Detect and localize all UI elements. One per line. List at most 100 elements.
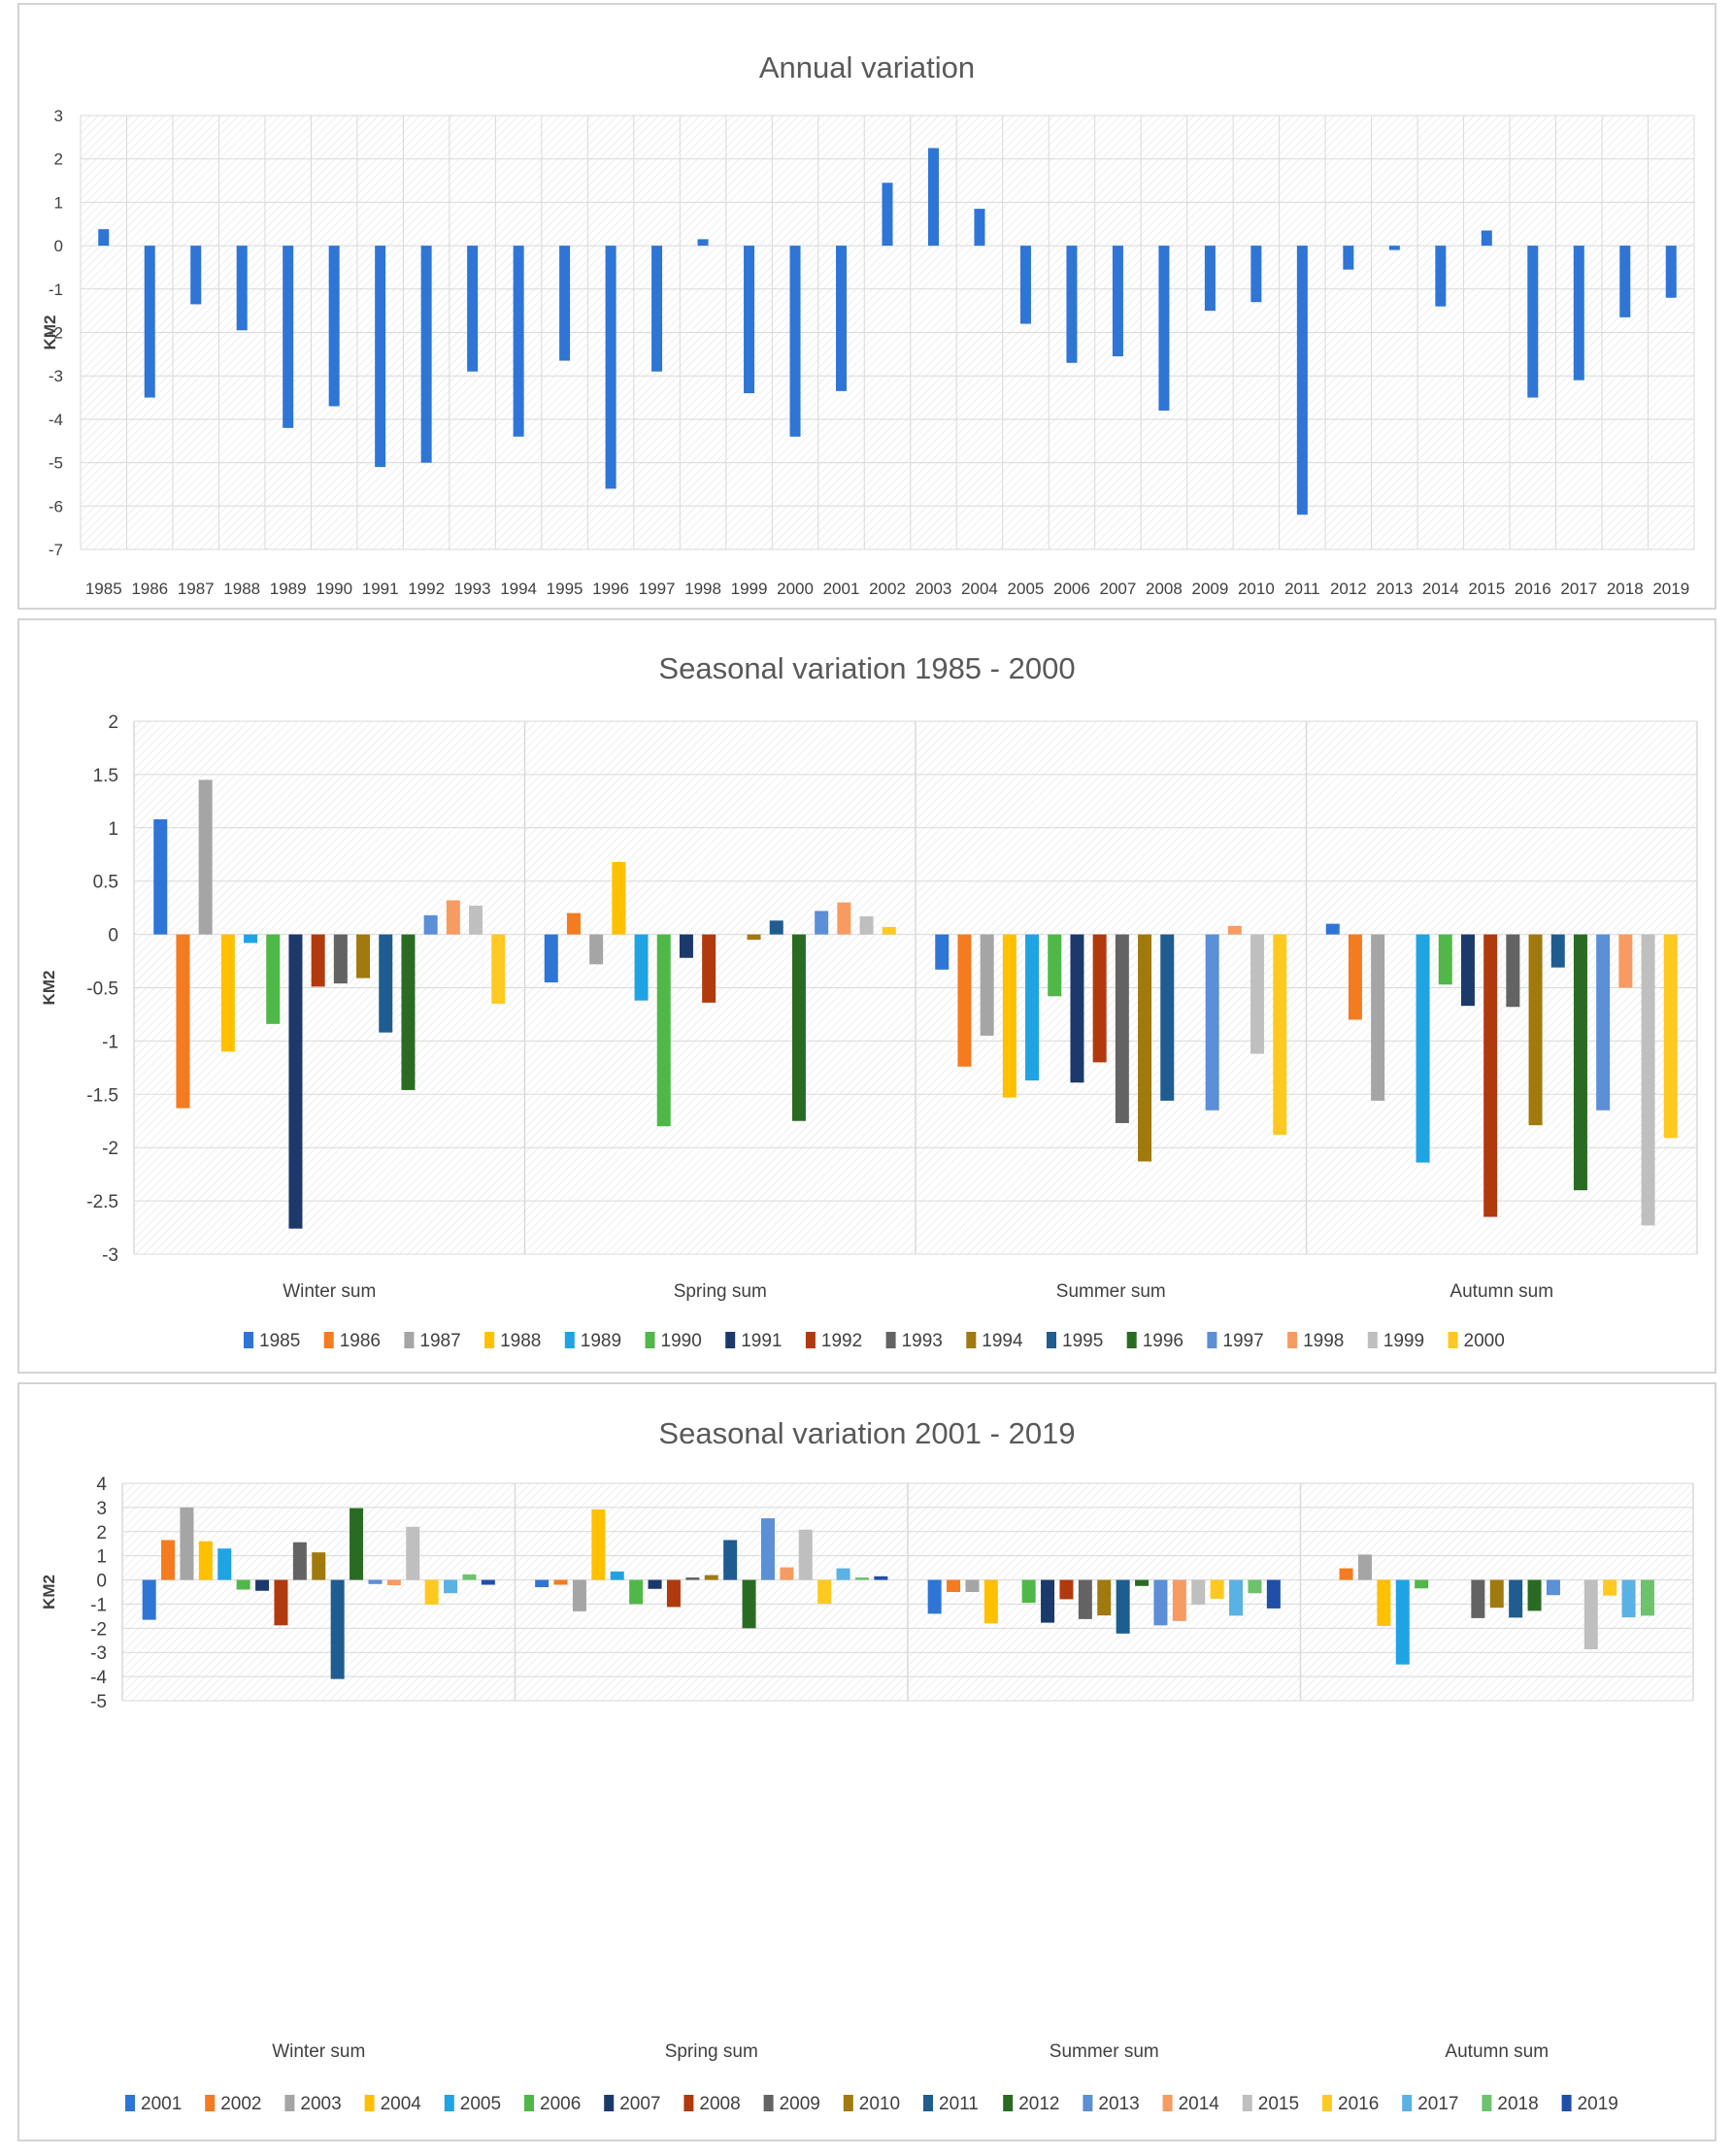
bar-winter-sum-2014 — [386, 1579, 401, 1586]
bar-winter-sum-1987 — [198, 779, 213, 935]
legend-label-2019: 2019 — [1578, 2094, 1618, 2114]
x-tick-label: 2000 — [777, 580, 814, 598]
bar-summer-sum-2013 — [1153, 1579, 1168, 1626]
legend-swatch-2010 — [843, 2095, 853, 2111]
x-tick-label: 2008 — [1146, 580, 1183, 598]
legend-label-2005: 2005 — [460, 2094, 501, 2114]
x-tick-label: 2017 — [1560, 580, 1597, 598]
bar-summer-sum-1993 — [1115, 934, 1129, 1123]
bar-spring-sum-2013 — [760, 1518, 775, 1580]
bar-spring-sum-2008 — [666, 1579, 681, 1608]
bar-summer-sum-1989 — [1025, 934, 1040, 1081]
bar-spring-sum-1998 — [837, 902, 851, 935]
x-tick-label: 1985 — [85, 580, 122, 598]
bar-winter-sum-1997 — [423, 914, 438, 935]
bar-autumn-sum-1994 — [1528, 934, 1543, 1126]
bar-2013 — [1388, 246, 1400, 250]
bar-winter-sum-2000 — [491, 934, 506, 1004]
bar-summer-sum-2019 — [1266, 1579, 1281, 1609]
legend-label-1987: 1987 — [419, 1331, 460, 1351]
category-label: Summer sum — [1050, 2041, 1159, 2062]
bar-summer-sum-1999 — [1250, 934, 1265, 1054]
y-tick-label: -2 — [49, 324, 63, 343]
bar-summer-sum-2009 — [1078, 1579, 1092, 1619]
bar-autumn-sum-2005 — [1395, 1579, 1410, 1665]
x-tick-label: 2004 — [961, 580, 998, 598]
x-tick-label: 2006 — [1053, 580, 1090, 598]
bar-winter-sum-2016 — [424, 1579, 439, 1605]
bar-winter-sum-1990 — [266, 934, 281, 1024]
x-tick-label: 2007 — [1100, 580, 1137, 598]
bar-autumn-sum-2011 — [1509, 1579, 1523, 1618]
x-tick-label: 2002 — [869, 580, 906, 598]
y-tick-label: 3 — [96, 1499, 107, 1519]
bar-spring-sum-1997 — [815, 911, 829, 935]
category-label: Spring sum — [674, 1281, 767, 1302]
legend-swatch-1999 — [1367, 1332, 1378, 1348]
x-tick-label: 2016 — [1515, 580, 1551, 598]
legend-swatch-2015 — [1242, 2095, 1252, 2111]
bar-spring-sum-2010 — [704, 1575, 718, 1580]
legend-swatch-1987 — [404, 1332, 415, 1348]
y-tick-label: 2 — [96, 1523, 107, 1543]
legend-label-2016: 2016 — [1338, 2094, 1379, 2114]
bar-spring-sum-2002 — [553, 1579, 568, 1585]
bar-winter-sum-1986 — [176, 934, 190, 1109]
y-tick-label: -5 — [90, 1692, 107, 1712]
bar-1988 — [236, 246, 248, 331]
y-tick-label: -1.5 — [86, 1085, 118, 1106]
bar-summer-sum-2017 — [1229, 1579, 1244, 1616]
y-tick-label: -1 — [102, 1032, 118, 1052]
bar-2009 — [1204, 246, 1216, 312]
y-tick-label: 1.5 — [93, 766, 118, 786]
legend-swatch-2004 — [364, 2095, 375, 2111]
bar-2008 — [1158, 246, 1170, 411]
legend-swatch-1998 — [1287, 1332, 1298, 1348]
bar-spring-sum-1989 — [634, 934, 649, 1001]
legend-label-2015: 2015 — [1258, 2094, 1299, 2114]
bar-1991 — [375, 246, 386, 468]
bar-1997 — [651, 246, 663, 372]
bar-winter-sum-2012 — [350, 1508, 364, 1580]
y-tick-label: -6 — [49, 497, 63, 515]
bar-autumn-sum-2017 — [1621, 1579, 1636, 1618]
bar-spring-sum-2006 — [629, 1579, 644, 1605]
bar-2017 — [1573, 246, 1584, 381]
bar-1998 — [697, 239, 709, 247]
bar-2000 — [789, 246, 801, 437]
legend-swatch-2005 — [444, 2095, 454, 2111]
bar-winter-sum-2013 — [368, 1579, 383, 1584]
legend-swatch-1997 — [1207, 1332, 1217, 1348]
bar-winter-sum-1988 — [220, 934, 235, 1052]
bar-summer-sum-2018 — [1248, 1579, 1262, 1594]
legend-swatch-1988 — [484, 1332, 495, 1348]
bar-spring-sum-2019 — [874, 1576, 888, 1580]
legend-swatch-2018 — [1482, 2095, 1492, 2111]
x-tick-label: 2019 — [1652, 580, 1689, 598]
bar-summer-sum-1998 — [1227, 925, 1242, 935]
bar-autumn-sum-2006 — [1415, 1579, 1429, 1589]
legend-label-1988: 1988 — [500, 1331, 541, 1351]
bar-winter-sum-2001 — [142, 1579, 156, 1620]
y-tick-label: -3 — [49, 367, 63, 385]
y-tick-label: -4 — [90, 1668, 107, 1688]
bar-2019 — [1665, 246, 1677, 298]
seasonal-2001-2019-chart: Seasonal variation 2001 - 2019 4 3 2 1 0 -1 -2 -… — [40, 1416, 1694, 2114]
x-tick-label: 1995 — [547, 580, 583, 598]
bar-1994 — [513, 246, 524, 437]
legend-label-1998: 1998 — [1303, 1331, 1344, 1351]
bar-summer-sum-2002 — [947, 1579, 961, 1592]
legend-label-2010: 2010 — [859, 2094, 900, 2114]
legend-swatch-2009 — [763, 2095, 774, 2111]
bar-summer-sum-2011 — [1116, 1579, 1130, 1634]
bar-spring-sum-1995 — [769, 920, 783, 935]
bar-spring-sum-1992 — [702, 934, 717, 1003]
bar-spring-sum-1986 — [566, 912, 581, 935]
x-tick-label: 2011 — [1284, 580, 1320, 598]
legend-label-1989: 1989 — [581, 1331, 621, 1351]
bar-1995 — [559, 246, 571, 361]
bar-autumn-sum-1999 — [1641, 934, 1655, 1226]
bar-2012 — [1343, 246, 1354, 270]
category-label: Spring sum — [665, 2041, 758, 2062]
legend-label-2017: 2017 — [1417, 2094, 1458, 2114]
